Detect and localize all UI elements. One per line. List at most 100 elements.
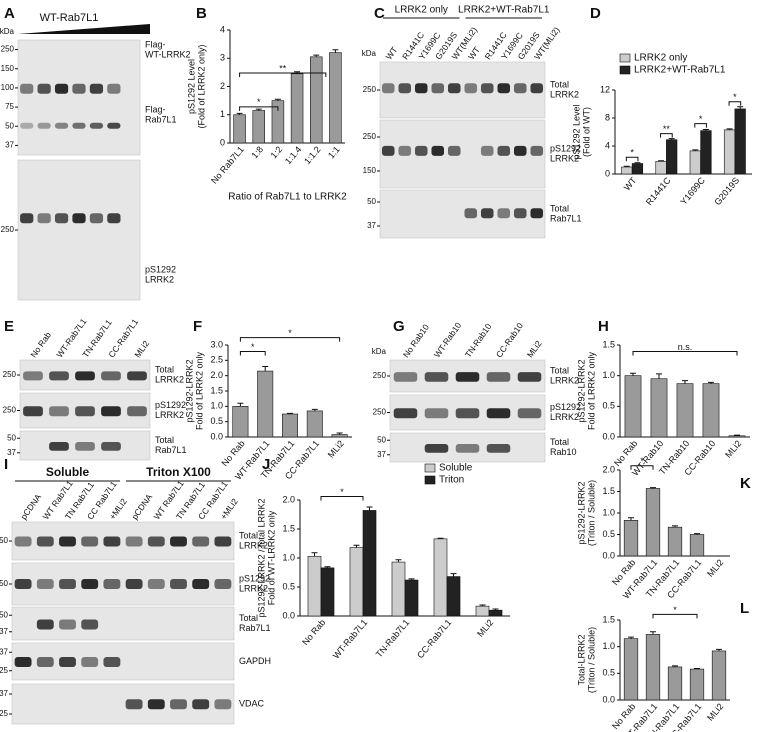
band-label: GAPDH — [239, 656, 271, 666]
bar — [689, 668, 705, 701]
blot-band — [81, 657, 99, 668]
panel-letter: H — [598, 318, 609, 335]
blot-band — [414, 83, 428, 94]
marker-label: 250 — [0, 579, 9, 588]
error-bar — [630, 372, 636, 376]
blot-membrane — [17, 39, 141, 156]
blot-band — [20, 122, 34, 129]
marker-label: 150 — [363, 166, 377, 175]
band-label: LRRK2 — [155, 374, 184, 384]
y-axis-label: Total-LRRK2 — [576, 634, 586, 685]
significance-label: * — [340, 487, 344, 497]
blot-band — [513, 83, 527, 94]
error-bar — [332, 49, 339, 53]
panel-letter: G — [393, 318, 405, 335]
band-label: LRRK2 — [155, 410, 184, 420]
marker-label: 250 — [0, 536, 9, 545]
y-tick-label: 8 — [605, 112, 610, 122]
band-label: Rab7L1 — [550, 213, 582, 223]
panel-letter: K — [740, 475, 751, 492]
band-label: Flag- — [145, 104, 166, 114]
blot-band — [530, 208, 544, 219]
band-label: LRRK2 — [550, 153, 579, 163]
blot-band — [513, 145, 527, 156]
band-label: Flag- — [145, 39, 166, 49]
bar — [488, 609, 503, 617]
bar — [391, 561, 406, 617]
bar — [728, 435, 746, 438]
x-tick-label: MLi2 — [723, 438, 743, 459]
band-label: Total — [239, 613, 258, 623]
significance-bracket — [239, 106, 279, 111]
lane-label: MLi2 — [525, 338, 544, 359]
blot-band — [170, 536, 187, 547]
marker-label: 25 — [0, 709, 9, 718]
blot-band — [393, 408, 418, 419]
blot-band — [464, 208, 478, 219]
concentration-wedge — [18, 24, 150, 34]
bar — [623, 638, 639, 701]
significance-label: * — [733, 92, 737, 102]
bar — [232, 406, 249, 438]
bar — [433, 538, 448, 617]
bar — [404, 579, 419, 617]
blot-band — [49, 442, 69, 451]
panel-letter: C — [374, 5, 385, 22]
y-axis-label: (Fold of LRRK2 only) — [196, 44, 206, 128]
x-tick-label: TN-Rab7L1 — [374, 617, 412, 659]
y-tick-label: 4 — [220, 24, 225, 34]
x-tick-label: 1:2 — [269, 144, 285, 160]
y-tick-label: 0.0 — [282, 610, 295, 620]
blot-band — [59, 657, 76, 668]
bar — [233, 114, 246, 144]
blot-band — [497, 208, 511, 219]
blot-band — [101, 406, 121, 417]
blot-band — [107, 213, 121, 224]
bar — [631, 163, 644, 175]
blot-band — [75, 442, 95, 451]
marker-label: 250 — [373, 408, 387, 417]
y-tick-label: 0.5 — [602, 668, 615, 678]
kda-label: kDa — [0, 27, 15, 36]
blot-band — [49, 371, 69, 381]
error-bar — [313, 54, 320, 57]
band-label: pS1292 — [155, 400, 186, 410]
bar — [650, 378, 668, 438]
band-label: LRRK2 — [239, 583, 268, 593]
y-tick-label: 1.0 — [602, 370, 615, 380]
blot-band — [125, 578, 143, 589]
x-tick-label: MLi2 — [705, 701, 725, 722]
band-label: Total — [550, 437, 569, 447]
band-label: Total — [550, 203, 569, 213]
bar — [329, 52, 342, 144]
bar — [734, 108, 746, 175]
error-bar — [658, 160, 665, 162]
x-tick-label: WT — [622, 175, 639, 193]
marker-label: 50 — [7, 433, 16, 442]
marker-label: 50 — [367, 197, 376, 206]
band-label: Rab7L1 — [145, 114, 177, 124]
blot-band — [447, 145, 461, 156]
band-label: VDAC — [239, 698, 265, 708]
blot-band — [214, 536, 232, 547]
x-tick-label: 1:1.4 — [283, 144, 304, 166]
y-tick-label: 3.0 — [210, 339, 223, 349]
kda-label: kDa — [372, 347, 387, 356]
marker-label: 250 — [1, 225, 15, 234]
error-bar — [702, 129, 709, 131]
y-axis-label: pS1292-LRRK2 — [184, 359, 194, 422]
y-axis-label: pS1292-LRRK2 — [576, 481, 586, 544]
x-tick-label: No Rab — [300, 617, 327, 647]
group-label: Triton X100 — [146, 465, 211, 479]
band-label: Total — [239, 530, 258, 540]
blot-band — [36, 619, 54, 630]
y-tick-label: 12 — [600, 84, 610, 94]
blot-band — [147, 699, 165, 710]
error-bar — [237, 402, 244, 407]
x-tick-label: MLi2 — [705, 557, 725, 578]
error-bar — [672, 525, 678, 528]
blot-band — [393, 372, 418, 382]
significance-label: n.s. — [678, 342, 693, 352]
bar — [349, 547, 364, 617]
